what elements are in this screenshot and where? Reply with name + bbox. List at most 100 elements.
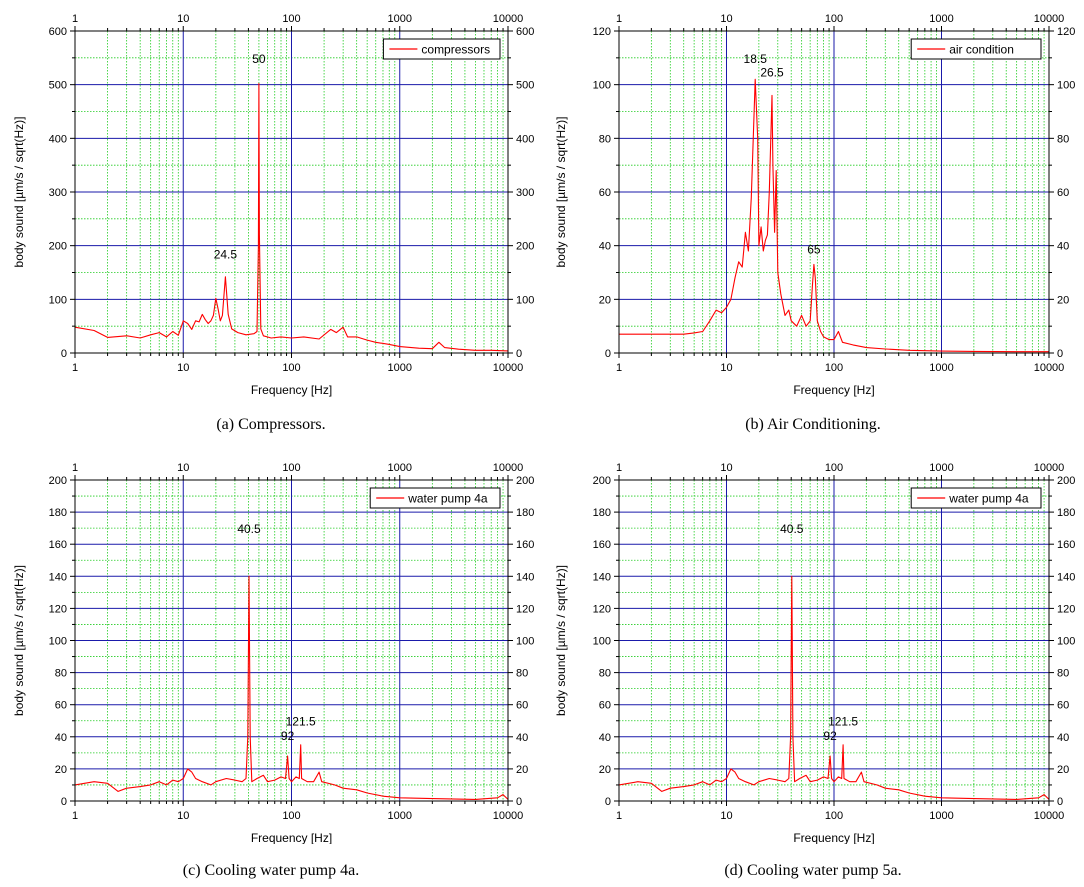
x-tick-label-top: 100 <box>825 462 843 474</box>
legend: water pump 4a <box>910 487 1042 509</box>
peak-annotation: 121.5 <box>828 715 858 729</box>
y-tick-label-right: 100 <box>516 636 534 648</box>
y-tick-label-right: 120 <box>1057 26 1075 38</box>
x-tick-label: 100 <box>825 362 843 374</box>
y-tick-label: 60 <box>55 700 67 712</box>
y-tick-label: 80 <box>599 668 611 680</box>
x-tick-label: 10000 <box>1034 362 1065 374</box>
y-tick-label: 120 <box>593 26 611 38</box>
y-axis-label: body sound [µm/s / sqrt(Hz)] <box>12 565 26 716</box>
x-tick-label: 1000 <box>388 362 412 374</box>
x-tick-label-top: 10 <box>177 462 189 474</box>
caption-d: (d) Cooling water pump 5a. <box>724 862 902 879</box>
x-tick-label-top: 10000 <box>1034 13 1065 25</box>
x-axis-label: Frequency [Hz] <box>793 383 874 397</box>
chart-c: 1 1 10 10 100 100 1000 1000 10000 10000 0 0 20 20 40 40… <box>12 462 534 844</box>
x-tick-label-top: 1000 <box>929 462 953 474</box>
y-tick-label: 120 <box>593 603 611 615</box>
y-tick-label: 180 <box>49 507 67 519</box>
y-tick-label-right: 160 <box>516 539 534 551</box>
y-tick-label: 0 <box>61 348 67 360</box>
peak-annotation: 18.5 <box>744 52 768 66</box>
y-axis-label: body sound [µm/s / sqrt(Hz)] <box>554 117 568 268</box>
legend-label: compressors <box>421 43 490 57</box>
x-tick-label: 1000 <box>929 810 953 822</box>
y-tick-label: 100 <box>49 294 67 306</box>
y-tick-label: 40 <box>599 241 611 253</box>
y-tick-label-right: 200 <box>516 475 534 487</box>
caption-b: (b) Air Conditioning. <box>745 416 881 433</box>
x-tick-label-top: 100 <box>282 462 300 474</box>
series-line <box>74 83 509 352</box>
y-tick-label-right: 180 <box>1057 507 1075 519</box>
x-tick-label: 10 <box>177 362 189 374</box>
legend-label: water pump 4a <box>407 492 488 506</box>
x-tick-label: 1000 <box>388 810 412 822</box>
y-tick-label-right: 20 <box>516 764 528 776</box>
y-tick-label: 0 <box>61 796 67 808</box>
y-tick-label: 200 <box>593 475 611 487</box>
x-tick-label-top: 10 <box>720 462 732 474</box>
caption-a: (a) Compressors. <box>216 416 326 433</box>
y-tick-label: 500 <box>49 80 67 92</box>
y-tick-label-right: 80 <box>516 668 528 680</box>
x-tick-label-top: 1000 <box>388 462 412 474</box>
y-tick-label-right: 0 <box>516 796 522 808</box>
legend: water pump 4a <box>369 487 501 509</box>
y-tick-label-right: 120 <box>1057 603 1075 615</box>
y-tick-label-right: 140 <box>1057 571 1075 583</box>
y-tick-label: 20 <box>55 764 67 776</box>
y-tick-label-right: 100 <box>1057 80 1075 92</box>
y-tick-label-right: 20 <box>1057 294 1069 306</box>
y-tick-label-right: 200 <box>516 241 534 253</box>
y-tick-label: 180 <box>593 507 611 519</box>
x-tick-label-top: 1000 <box>388 13 412 25</box>
x-tick-label: 1 <box>616 810 622 822</box>
peak-annotation: 65 <box>807 243 821 257</box>
x-tick-label-top: 1 <box>616 13 622 25</box>
x-tick-label-top: 10000 <box>1034 462 1065 474</box>
y-tick-label: 20 <box>599 764 611 776</box>
y-tick-label-right: 80 <box>1057 668 1069 680</box>
x-tick-label-top: 10000 <box>493 462 524 474</box>
y-tick-label-right: 0 <box>1057 796 1063 808</box>
y-tick-label-right: 300 <box>516 187 534 199</box>
y-tick-label-right: 180 <box>516 507 534 519</box>
y-tick-label: 100 <box>593 636 611 648</box>
x-tick-label: 1000 <box>929 362 953 374</box>
chart-b: 1 1 10 10 100 100 1000 1000 10000 10000 0 0 20 20 40 40… <box>554 13 1076 397</box>
peak-annotation: 50 <box>252 52 266 66</box>
peak-annotation: 92 <box>281 729 295 743</box>
y-tick-label: 120 <box>49 603 67 615</box>
chart-a: 1 1 10 10 100 100 1000 1000 10000 10000 0 0 100 100 20… <box>12 13 534 397</box>
x-tick-label: 10000 <box>493 810 524 822</box>
y-tick-label: 100 <box>49 636 67 648</box>
y-tick-label: 200 <box>49 475 67 487</box>
panel-c: 1 1 10 10 100 100 1000 1000 10000 10000 0 0 20 20 40 40… <box>0 444 542 887</box>
y-tick-label-right: 40 <box>1057 732 1069 744</box>
x-tick-label-top: 10000 <box>493 13 524 25</box>
peak-annotation: 26.5 <box>760 66 784 80</box>
series-line <box>619 78 1049 353</box>
y-tick-label: 300 <box>49 187 67 199</box>
y-tick-label: 200 <box>49 241 67 253</box>
x-axis-label: Frequency [Hz] <box>251 831 332 844</box>
legend: compressors <box>382 38 501 60</box>
x-tick-label: 100 <box>282 362 300 374</box>
y-tick-label-right: 60 <box>516 700 528 712</box>
panel-d: 1 1 10 10 100 100 1000 1000 10000 10000 0 0 20 20 40 40… <box>542 444 1084 887</box>
ticks: 1 1 10 10 100 100 1000 1000 10000 10000 0 0 20 20 40 40… <box>593 462 1076 822</box>
series-line <box>74 575 509 800</box>
y-tick-label: 80 <box>599 133 611 145</box>
y-tick-label: 160 <box>593 539 611 551</box>
peak-annotation: 24.5 <box>214 248 238 262</box>
y-axis-label: body sound [µm/s / sqrt(Hz)] <box>554 565 568 716</box>
y-tick-label-right: 600 <box>516 26 534 38</box>
y-tick-label-right: 120 <box>516 603 534 615</box>
panel-b: 1 1 10 10 100 100 1000 1000 10000 10000 0 0 20 20 40 40… <box>542 0 1084 443</box>
y-tick-label: 20 <box>599 294 611 306</box>
y-tick-label: 40 <box>599 732 611 744</box>
ticks: 1 1 10 10 100 100 1000 1000 10000 10000 0 0 20 20 40 40… <box>593 13 1076 374</box>
legend-box <box>910 38 1042 60</box>
y-tick-label: 600 <box>49 26 67 38</box>
